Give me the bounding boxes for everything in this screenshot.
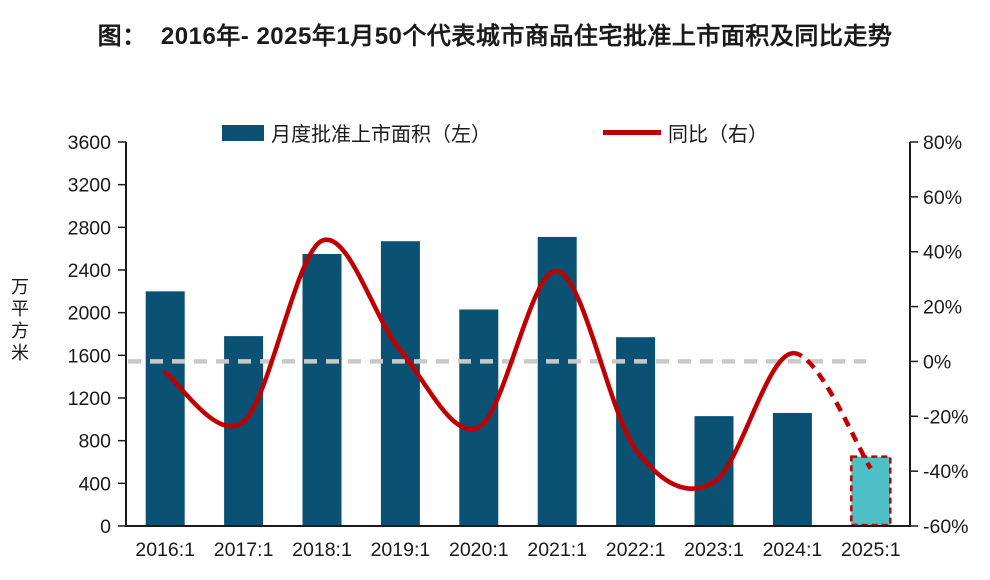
line-series-swatch-icon <box>603 130 661 135</box>
bar-2017-1 <box>224 336 264 525</box>
right-axis-tick-label: 80% <box>923 132 962 154</box>
left-axis-tick-label: 2400 <box>68 260 112 282</box>
x-axis-label-2022-1: 2022:1 <box>606 539 666 561</box>
x-axis-label-2025-1: 2025:1 <box>841 539 901 561</box>
left-axis-tick-label: 3600 <box>68 132 112 154</box>
x-axis-label-2016-1: 2016:1 <box>135 539 195 561</box>
left-axis-tick-label: 3200 <box>68 175 112 197</box>
right-axis-tick-label: 20% <box>923 297 962 319</box>
legend-line-label: 同比（右） <box>668 124 768 146</box>
right-axis-tick-label: 0% <box>923 351 951 373</box>
left-axis-title: 万平方米 <box>9 277 29 365</box>
x-axis-label-2024-1: 2024:1 <box>763 539 823 561</box>
left-axis-tick-label: 2800 <box>68 217 112 239</box>
bar-2020-1 <box>459 309 499 525</box>
left-axis-tick-label: 2000 <box>68 303 112 325</box>
bar-2022-1 <box>616 337 656 525</box>
x-axis-label-2019-1: 2019:1 <box>371 539 431 561</box>
left-axis-tick-label: 400 <box>78 473 111 495</box>
chart-title: 图： 2016年- 2025年1月50个代表城市商品住宅批准上市面积及同比走势 <box>97 23 893 50</box>
bar-2016-1 <box>145 291 185 525</box>
left-axis-tick-label: 0 <box>100 516 111 538</box>
x-axis-label-2023-1: 2023:1 <box>684 539 744 561</box>
x-axis-label-2021-1: 2021:1 <box>527 539 587 561</box>
legend-bars-label: 月度批准上市面积（左） <box>271 124 491 146</box>
bar-2018-1 <box>302 254 342 525</box>
chart-legend: 月度批准上市面积（左） 同比（右） <box>40 118 950 147</box>
yoy-line-forecast-dashed <box>792 350 873 470</box>
legend-item-bars: 月度批准上市面积（左） <box>222 118 491 147</box>
bar-2024-1 <box>772 412 812 525</box>
left-axis-tick-label: 1600 <box>68 345 112 367</box>
right-axis-tick-label: 60% <box>923 187 962 209</box>
x-axis-label-2017-1: 2017:1 <box>214 539 274 561</box>
bar-2023-1 <box>694 416 734 525</box>
yoy-line-solid <box>162 237 795 491</box>
left-axis-tick-label: 1200 <box>68 388 112 410</box>
bar-series-swatch-icon <box>222 124 264 141</box>
x-axis-label-2018-1: 2018:1 <box>292 539 352 561</box>
legend-item-line: 同比（右） <box>603 118 768 147</box>
left-axis-tick-label: 800 <box>78 431 111 453</box>
right-axis-tick-label: -60% <box>923 516 969 538</box>
x-axis-label-2020-1: 2020:1 <box>449 539 509 561</box>
right-axis-tick-label: -40% <box>923 461 969 483</box>
bar-2019-1 <box>380 241 420 525</box>
right-axis-tick-label: 40% <box>923 242 962 264</box>
right-axis-tick-label: -20% <box>923 406 969 428</box>
